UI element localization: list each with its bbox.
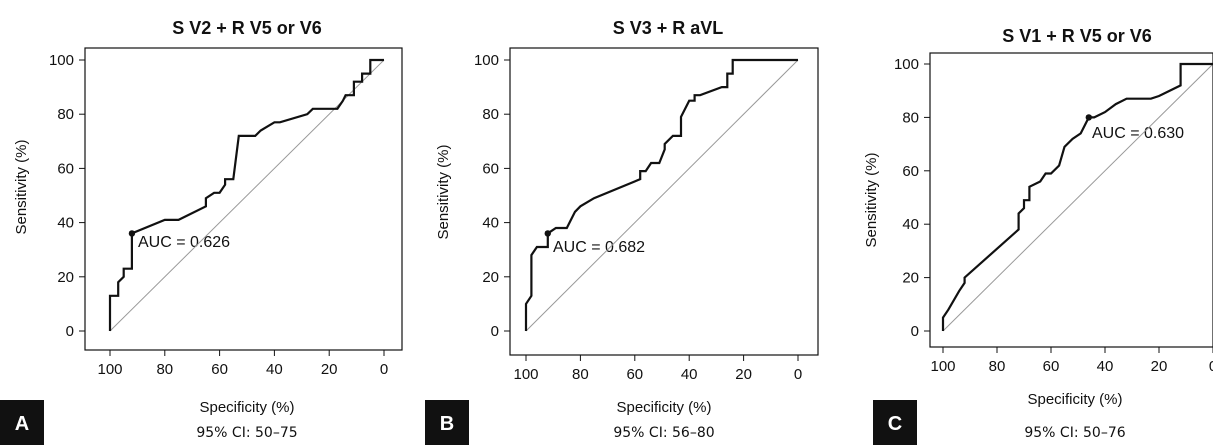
panel-b-title: S V3 + R aVL	[613, 18, 724, 38]
panel-c-ylabel: Sensitivity (%)	[863, 152, 880, 247]
panel-b-xlabel: Specificity (%)	[616, 399, 711, 416]
y-tick-label: 40	[57, 215, 74, 232]
x-tick-label: 60	[1043, 358, 1060, 375]
panel-c-xlabel: Specificity (%)	[1027, 391, 1122, 408]
panel-a-xlabel: Specificity (%)	[199, 399, 294, 416]
y-tick-label: 80	[57, 106, 74, 123]
y-tick-label: 40	[482, 215, 499, 232]
panel-a-ci: 95% CI: 50–75	[196, 425, 297, 441]
x-tick-label: 40	[681, 366, 698, 383]
panel-c-badge	[873, 400, 917, 445]
x-tick-label: 0	[794, 366, 802, 383]
y-tick-label: 20	[482, 269, 499, 286]
optimal-point	[544, 230, 551, 237]
y-tick-label: 60	[57, 160, 74, 177]
y-tick-label: 100	[894, 56, 919, 73]
x-tick-label: 80	[989, 358, 1006, 375]
panel-a-title: S V2 + R V5 or V6	[172, 18, 322, 38]
roc-curve	[108, 58, 384, 331]
panel-b-letter: B	[440, 413, 454, 435]
y-tick-label: 40	[902, 216, 919, 233]
optimal-point	[1085, 114, 1093, 121]
roc-curve	[524, 58, 798, 331]
chance-diagonal	[942, 63, 1213, 332]
y-tick-label: 80	[482, 106, 499, 123]
x-tick-label: 20	[321, 361, 338, 378]
chance-diagonal	[109, 59, 385, 332]
x-tick-label: 0	[380, 361, 388, 378]
panel-b-badge	[425, 400, 469, 445]
x-tick-label: 40	[266, 361, 283, 378]
panel-c: S V1 + R V5 or V6 Sensitivity (%) Specif…	[863, 26, 1213, 445]
panel-a-letter: A	[15, 413, 29, 435]
y-tick-label: 20	[902, 270, 919, 287]
x-tick-label: 20	[735, 366, 752, 383]
chance-diagonal	[525, 59, 799, 332]
plot-frame	[929, 52, 1213, 348]
panel-a: S V2 + R V5 or V6 Sensitivity (%) Specif…	[0, 18, 403, 445]
panel-b-ylabel: Sensitivity (%)	[435, 144, 452, 239]
y-tick-label: 0	[491, 323, 499, 340]
x-tick-label: 80	[572, 366, 589, 383]
x-tick-label: 80	[156, 361, 173, 378]
panel-c-title: S V1 + R V5 or V6	[1002, 26, 1152, 46]
y-tick-label: 60	[902, 163, 919, 180]
y-tick-label: 0	[911, 323, 919, 340]
y-tick-label: 100	[474, 52, 499, 69]
panel-b: S V3 + R aVL Sensitivity (%) Specificity…	[425, 18, 819, 445]
x-tick-label: 0	[1209, 358, 1213, 375]
x-tick-label: 60	[211, 361, 228, 378]
y-tick-label: 60	[482, 160, 499, 177]
plot-frame	[84, 47, 403, 351]
x-tick-label: 100	[930, 358, 955, 375]
x-tick-label: 20	[1151, 358, 1168, 375]
panel-b-ci: 95% CI: 56–80	[613, 425, 714, 441]
x-tick-label: 60	[626, 366, 643, 383]
panel-a-badge	[0, 400, 44, 445]
panel-c-ci: 95% CI: 50–76	[1024, 425, 1125, 441]
panel-c-letter: C	[888, 413, 902, 435]
roc-curve	[941, 62, 1213, 331]
plot-frame	[509, 47, 819, 356]
x-tick-label: 100	[513, 366, 538, 383]
panel-a-auc: AUC = 0.626	[138, 234, 230, 251]
optimal-point	[128, 230, 136, 237]
x-tick-label: 100	[97, 361, 122, 378]
y-tick-label: 20	[57, 269, 74, 286]
panel-b-auc: AUC = 0.682	[553, 239, 645, 256]
panel-c-auc: AUC = 0.630	[1092, 125, 1184, 142]
y-tick-label: 0	[66, 323, 74, 340]
y-tick-label: 80	[902, 109, 919, 126]
y-tick-label: 100	[49, 52, 74, 69]
panel-a-ylabel: Sensitivity (%)	[13, 139, 30, 234]
x-tick-label: 40	[1097, 358, 1114, 375]
